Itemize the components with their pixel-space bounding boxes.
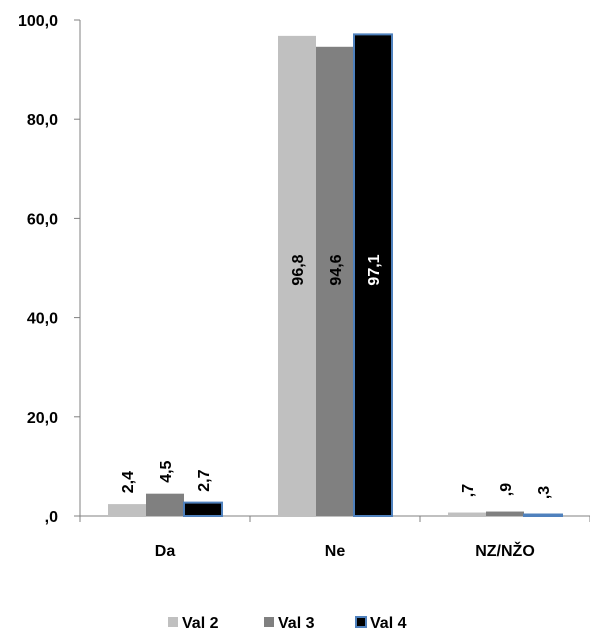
y-tick-label: 80,0	[27, 112, 58, 129]
legend-label: Val 3	[278, 615, 315, 632]
bar-val-2	[278, 35, 316, 516]
category-label: Da	[155, 543, 176, 560]
bar-val-2	[448, 512, 486, 516]
data-label: 97,1	[366, 254, 383, 285]
bar-val-3	[316, 46, 354, 517]
bar-val-3	[486, 511, 524, 516]
data-label: 2,4	[120, 471, 137, 493]
data-label: ,3	[536, 486, 553, 499]
legend-label: Val 4	[370, 615, 407, 632]
bar-val-4	[353, 33, 393, 517]
data-label: 94,6	[328, 254, 345, 285]
data-label: ,9	[498, 483, 515, 496]
data-label: 2,7	[196, 469, 213, 491]
bar-val-4	[523, 513, 563, 518]
y-tick-label: 20,0	[27, 410, 58, 427]
data-labels: 2,4 4,5 2,7 96,8 94,6 97,1 ,7 ,9 ,3	[120, 254, 553, 499]
x-ticks	[79, 516, 590, 522]
legend-swatch	[168, 617, 178, 627]
bar-val-2	[108, 504, 146, 516]
y-tick-label: 100,0	[18, 13, 58, 30]
legend-label: Val 2	[182, 615, 219, 632]
legend-swatch	[355, 616, 367, 628]
data-label: 96,8	[290, 254, 307, 285]
category-label: Ne	[325, 543, 346, 560]
category-labels: Da Ne NZ/NŽO	[155, 541, 535, 560]
y-ticks: ,0 20,0 40,0 60,0 80,0 100,0	[18, 13, 80, 526]
y-tick-label: 40,0	[27, 311, 58, 328]
legend-swatch	[264, 617, 274, 627]
bar-val-3	[146, 493, 184, 516]
data-label: 4,5	[158, 460, 175, 482]
y-tick-label: ,0	[45, 509, 58, 526]
legend: Val 2 Val 3 Val 4	[168, 615, 407, 632]
bars	[108, 33, 563, 518]
category-label: NZ/NŽO	[475, 541, 535, 560]
data-label: ,7	[460, 484, 477, 497]
y-tick-label: 60,0	[27, 211, 58, 228]
bar-val-4	[183, 501, 223, 518]
